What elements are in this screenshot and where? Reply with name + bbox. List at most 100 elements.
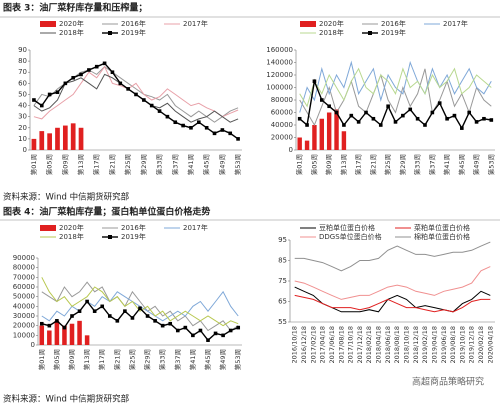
x-tick-label: 第29周: [143, 349, 152, 370]
x-tick-label: 2020/04/18: [486, 326, 494, 363]
marker: [204, 125, 209, 130]
x-tick-label: 2017/04/18: [319, 326, 327, 363]
y-tick-label: 75: [278, 277, 287, 285]
legend-label: 2016年: [121, 19, 146, 28]
line: [294, 294, 491, 313]
line: [299, 68, 492, 127]
y-tick-label: 0: [23, 146, 27, 154]
x-tick-label: 第37周: [170, 154, 179, 175]
marker: [71, 75, 75, 80]
marker: [364, 110, 368, 115]
x-tick-label: 第17周: [92, 154, 101, 175]
line: [41, 277, 239, 327]
bar: [326, 112, 332, 150]
source: 资料来源：Wind 中信期货研究部: [3, 394, 130, 405]
y-tick-label: 40000: [271, 121, 293, 129]
marker: [445, 116, 449, 121]
marker: [334, 110, 339, 115]
x-tick-label: 第01周: [295, 154, 304, 175]
marker: [206, 338, 210, 342]
marker: [123, 309, 127, 313]
marker: [236, 325, 241, 330]
marker: [228, 328, 233, 333]
x-tick-label: 第01周: [37, 349, 46, 370]
x-tick-label: 2017/02/18: [309, 326, 317, 363]
x-tick-label: 第05周: [309, 154, 318, 175]
legend-label: 2017年: [183, 223, 208, 232]
y-tick-label: 50000: [13, 293, 35, 301]
line: [294, 266, 491, 300]
x-tick-label: 2017/10/18: [347, 326, 355, 363]
legend-label: 2019年: [121, 232, 146, 241]
y-tick-label: 70: [18, 68, 27, 76]
marker: [327, 104, 331, 109]
y-tick-label: 85: [278, 257, 287, 265]
marker: [175, 328, 180, 333]
y-tick-label: 50: [18, 90, 27, 98]
bar: [39, 325, 45, 345]
marker: [110, 70, 115, 75]
x-tick-label: 第41周: [442, 154, 451, 175]
x-tick-label: 第33周: [413, 154, 422, 175]
marker: [415, 116, 420, 121]
bar: [77, 320, 82, 345]
marker: [39, 103, 44, 108]
marker: [378, 123, 383, 127]
marker: [47, 323, 52, 328]
marker: [401, 113, 405, 118]
marker: [181, 123, 185, 128]
x-tick-label: 第33周: [158, 349, 167, 370]
bar: [70, 123, 76, 150]
bar: [304, 140, 310, 150]
marker: [386, 104, 390, 109]
header: 图表 3：油厂菜籽库存量和压榨量；: [3, 2, 147, 14]
legend-label: 2019年: [121, 28, 146, 37]
bar: [78, 127, 84, 150]
source: 资料来源：Wind 中信期货研究部: [3, 192, 130, 203]
marker: [102, 61, 107, 66]
marker: [173, 120, 178, 125]
x-tick-label: 第41周: [186, 154, 195, 175]
marker: [460, 126, 464, 130]
x-tick-label: 第09周: [324, 154, 333, 175]
x-tick-label: 2019/06/18: [440, 326, 448, 363]
marker: [160, 323, 165, 328]
marker: [63, 81, 68, 86]
marker: [437, 101, 442, 105]
y-tick-label: 90000: [13, 254, 35, 262]
marker: [165, 114, 170, 119]
x-tick-label: 2017/06/18: [328, 326, 336, 363]
marker: [423, 123, 427, 127]
x-tick-label: 第49周: [217, 154, 226, 175]
marker: [319, 98, 324, 102]
y-tick-label: 0: [289, 146, 293, 154]
bar: [319, 118, 325, 150]
y-tick-label: 40000: [13, 302, 35, 310]
y-tick-label: 60000: [271, 109, 293, 117]
y-tick-label: 30: [18, 113, 27, 121]
marker: [482, 116, 486, 121]
marker: [142, 98, 146, 102]
x-tick-label: 第41周: [188, 349, 197, 370]
marker: [134, 92, 138, 97]
y-tick-label: 60000: [13, 283, 35, 291]
bar: [69, 323, 75, 345]
y-tick-label: 20000: [13, 322, 35, 330]
bar: [334, 109, 339, 150]
x-tick-label: 第05周: [45, 154, 54, 175]
bar: [39, 131, 45, 150]
legend-label: 2016年: [121, 223, 146, 232]
marker: [312, 79, 317, 84]
marker: [349, 113, 354, 118]
x-tick-label: 2019/12/18: [468, 326, 476, 363]
legend-label: 菜粕单位蛋白价格: [414, 223, 470, 232]
marker: [94, 64, 99, 69]
marker: [79, 72, 83, 77]
y-tick-label: 80000: [13, 264, 35, 272]
y-tick-label: 65: [278, 298, 287, 306]
marker: [168, 321, 173, 326]
y-tick-label: 20: [18, 124, 27, 132]
marker: [371, 116, 376, 121]
x-tick-label: 2018/12/18: [412, 326, 420, 363]
bar: [47, 133, 52, 150]
